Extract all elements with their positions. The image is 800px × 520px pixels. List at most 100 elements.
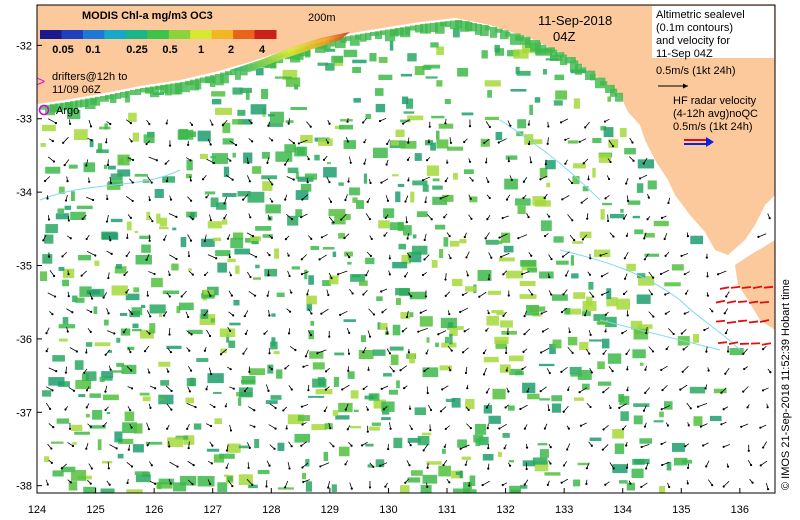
chl-patch bbox=[193, 423, 202, 430]
chl-patch bbox=[463, 482, 472, 493]
velocity-arrow bbox=[286, 214, 293, 220]
velocity-arrow bbox=[169, 254, 177, 260]
chl-patch bbox=[219, 453, 235, 459]
chl-patch bbox=[185, 397, 195, 404]
velocity-arrow-head bbox=[386, 332, 389, 335]
velocity-arrow-head bbox=[638, 177, 642, 180]
velocity-arrow-head bbox=[344, 463, 347, 466]
chl-patch bbox=[100, 488, 115, 493]
chl-patch bbox=[403, 111, 415, 114]
chl-patch bbox=[110, 173, 123, 181]
velocity-arrow-head bbox=[250, 121, 253, 125]
chl-patch bbox=[211, 91, 226, 97]
chl-patch bbox=[633, 403, 650, 407]
velocity-arrow-head bbox=[382, 408, 385, 411]
velocity-arrow-head bbox=[606, 219, 610, 223]
velocity-arrow-head bbox=[169, 198, 173, 201]
chl-patch bbox=[713, 388, 727, 394]
chl-patch bbox=[573, 98, 580, 109]
velocity-arrow bbox=[567, 346, 573, 354]
chl-patch bbox=[609, 213, 625, 219]
velocity-arrow-head bbox=[131, 158, 135, 162]
velocity-arrow-head bbox=[406, 237, 409, 240]
chl-patch bbox=[495, 131, 503, 141]
velocity-arrow-head bbox=[521, 367, 524, 371]
chl-patch bbox=[219, 328, 236, 338]
chl-patch bbox=[567, 336, 578, 346]
chl-patch bbox=[590, 74, 596, 81]
velocity-arrow-head bbox=[130, 140, 133, 143]
chl-patch bbox=[488, 415, 501, 424]
chl-patch bbox=[626, 263, 636, 272]
velocity-arrow-head bbox=[645, 331, 648, 335]
velocity-arrow-head bbox=[210, 373, 213, 376]
chl-patch bbox=[264, 268, 278, 277]
chl-patch bbox=[42, 254, 53, 264]
chl-patch bbox=[396, 380, 400, 389]
chl-patch bbox=[601, 338, 610, 349]
chl-patch bbox=[74, 431, 90, 435]
velocity-arrow-head bbox=[378, 119, 382, 123]
coastal-chlorophyll-band bbox=[230, 32, 350, 72]
chl-patch bbox=[135, 474, 151, 483]
velocity-arrow-head bbox=[248, 370, 251, 373]
chl-patch bbox=[515, 66, 520, 74]
velocity-arrow bbox=[724, 367, 730, 374]
velocity-arrow-head bbox=[427, 141, 430, 144]
chl-patch bbox=[359, 280, 368, 286]
velocity-arrow-head bbox=[209, 294, 212, 297]
chl-patch bbox=[364, 395, 375, 400]
hf-radar-arrow bbox=[719, 286, 730, 290]
velocity-arrow-head bbox=[417, 330, 420, 333]
chl-patch bbox=[634, 229, 644, 235]
chl-patch bbox=[353, 409, 359, 413]
chl-patch bbox=[527, 393, 540, 400]
velocity-arrow-head bbox=[407, 179, 410, 182]
chl-patch bbox=[593, 314, 606, 321]
velocity-arrow-head bbox=[702, 444, 705, 447]
colorbar-swatch bbox=[125, 30, 148, 39]
velocity-arrow-head bbox=[130, 387, 134, 390]
velocity-arrow-head bbox=[51, 389, 54, 392]
velocity-arrow-head bbox=[747, 449, 750, 452]
colorbar-tick-label: 4 bbox=[259, 44, 266, 56]
velocity-arrow-head bbox=[203, 349, 206, 352]
velocity-arrow-head bbox=[339, 313, 342, 316]
chl-patch bbox=[393, 437, 403, 449]
chl-patch bbox=[442, 448, 446, 454]
velocity-arrow-head bbox=[650, 293, 653, 296]
velocity-arrow-head bbox=[549, 462, 552, 465]
chl-patch bbox=[659, 411, 664, 418]
chl-patch bbox=[72, 295, 78, 303]
hf-radar-arrow bbox=[748, 320, 759, 324]
chl-patch bbox=[574, 397, 584, 401]
velocity-arrow-head bbox=[761, 446, 765, 449]
velocity-arrow bbox=[379, 117, 387, 122]
land-southern-australia bbox=[37, 5, 775, 255]
velocity-arrow bbox=[561, 367, 568, 373]
velocity-arrow-head bbox=[683, 273, 686, 276]
velocity-arrow-head bbox=[235, 143, 238, 147]
velocity-arrow-head bbox=[567, 427, 570, 430]
chl-patch bbox=[94, 342, 111, 347]
chl-patch bbox=[349, 187, 360, 196]
velocity-arrow-head bbox=[485, 329, 488, 332]
chl-patch bbox=[296, 146, 305, 156]
chl-patch bbox=[135, 254, 152, 265]
drifters-label-line2: 11/09 06Z bbox=[52, 84, 101, 96]
velocity-arrow bbox=[109, 444, 117, 449]
velocity-arrow bbox=[485, 232, 490, 239]
velocity-arrow-head bbox=[225, 449, 229, 452]
chl-patch bbox=[149, 304, 166, 314]
chl-patch bbox=[322, 247, 335, 250]
chl-patch bbox=[355, 34, 362, 40]
velocity-arrow-head bbox=[387, 447, 390, 451]
velocity-arrow-head bbox=[547, 125, 550, 128]
chl-patch bbox=[269, 111, 284, 123]
velocity-arrow-head bbox=[164, 162, 167, 165]
velocity-arrow bbox=[249, 253, 257, 258]
velocity-arrow-head bbox=[405, 220, 408, 224]
chl-patch bbox=[55, 213, 70, 220]
velocity-arrow bbox=[229, 140, 237, 146]
velocity-arrow-head bbox=[210, 462, 213, 465]
